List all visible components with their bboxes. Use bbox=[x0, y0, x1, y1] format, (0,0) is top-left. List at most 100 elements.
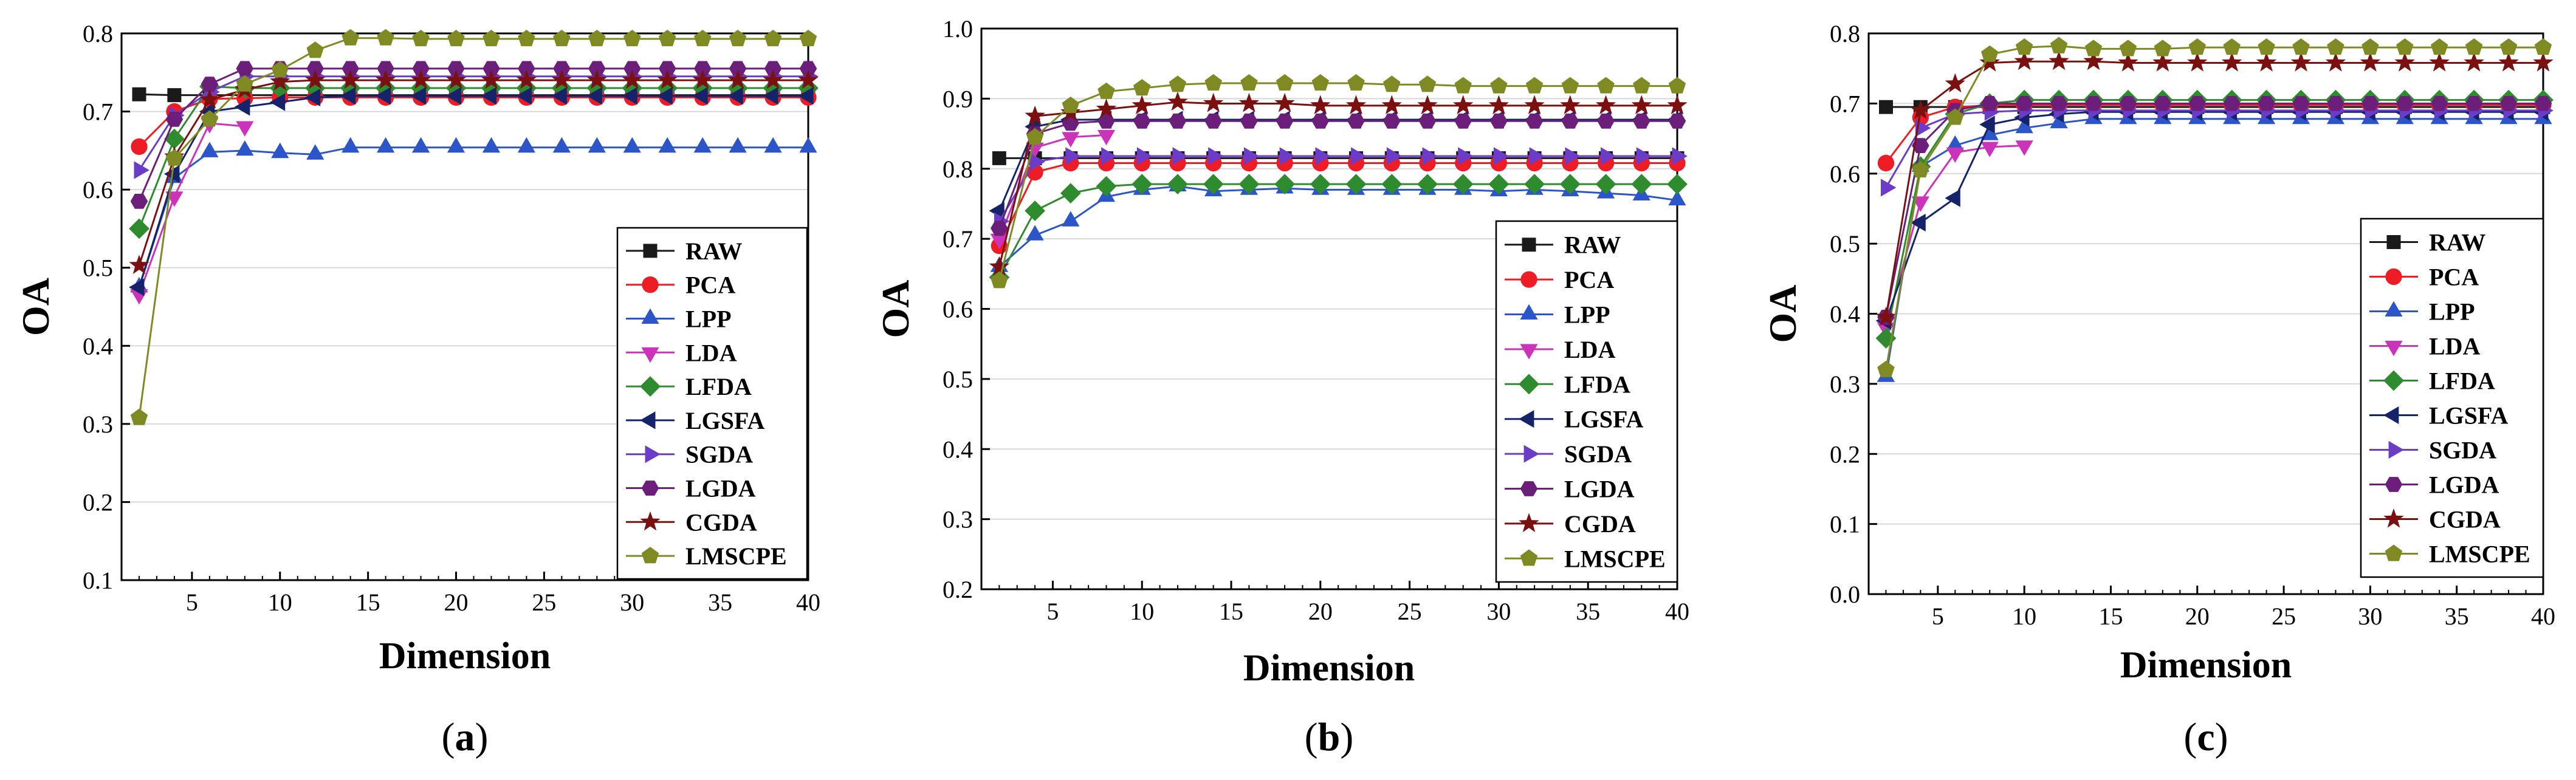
data-point-lgda bbox=[1311, 113, 1330, 129]
data-point-lgsfa bbox=[410, 87, 426, 105]
data-point-cgda bbox=[727, 69, 748, 89]
data-point-lfda bbox=[1060, 183, 1081, 204]
data-point-lgda bbox=[693, 61, 712, 77]
legend-label-lfda: LFDA bbox=[685, 373, 752, 400]
data-point-lmscpe bbox=[1418, 75, 1437, 92]
data-point-cgda bbox=[1310, 95, 1331, 115]
legend-label-lmscpe: LMSCPE bbox=[1564, 545, 1666, 572]
data-point-lgda bbox=[2396, 96, 2414, 111]
data-point-sgda bbox=[1172, 147, 1188, 165]
data-point-lmscpe bbox=[377, 29, 394, 46]
data-point-lgsfa bbox=[692, 87, 708, 105]
data-point-lda bbox=[1062, 132, 1080, 148]
y-tick-label: 0.1 bbox=[1830, 511, 1860, 538]
legend: RAW PCA LPP LDA LFDA LGSFA SGDA LGDA CGDA LMSCPE bbox=[1495, 220, 1678, 583]
x-tick-label: 15 bbox=[2098, 603, 2123, 630]
data-point-lgda bbox=[2154, 96, 2172, 111]
y-tick-label: 0.3 bbox=[1830, 371, 1860, 398]
data-point-lgda bbox=[1276, 113, 1294, 129]
data-point-lfda bbox=[1096, 176, 1117, 197]
legend-marker-lpp bbox=[1520, 304, 1538, 320]
legend: RAW PCA LPP LDA LFDA LGSFA SGDA LGDA CGDA LMSCPE bbox=[2360, 217, 2544, 578]
data-point-sgda bbox=[1065, 147, 1081, 165]
y-tick-label: 0.7 bbox=[83, 98, 113, 126]
data-point-lmscpe bbox=[412, 30, 430, 47]
data-point-lmscpe bbox=[2396, 38, 2414, 55]
x-tick-label: 5 bbox=[1932, 603, 1944, 630]
data-point-lgda bbox=[1668, 113, 1686, 129]
data-point-cgda bbox=[481, 69, 502, 89]
data-point-lmscpe bbox=[588, 30, 606, 47]
data-point-lpp bbox=[1062, 211, 1080, 227]
data-point-lgsfa bbox=[1945, 189, 1960, 207]
data-point-lgda bbox=[1418, 113, 1437, 129]
data-point-lpp bbox=[764, 137, 782, 153]
y-tick-label: 0.0 bbox=[1830, 581, 1860, 608]
y-axis-title: OA bbox=[14, 278, 57, 336]
data-point-lpp bbox=[552, 137, 571, 153]
data-point-lgsfa bbox=[129, 278, 145, 296]
data-point-cgda bbox=[1945, 73, 1965, 93]
data-point-lmscpe bbox=[1311, 74, 1329, 91]
legend-label-raw: RAW bbox=[1564, 231, 1621, 259]
legend-marker-raw bbox=[643, 244, 658, 258]
x-tick-label: 35 bbox=[1576, 598, 1600, 625]
data-point-lgda bbox=[764, 61, 782, 77]
data-point-lfda bbox=[1488, 174, 1510, 194]
data-point-lgsfa bbox=[989, 202, 1005, 220]
data-point-cgda bbox=[129, 255, 149, 275]
legend-label-raw: RAW bbox=[2429, 229, 2485, 256]
data-point-lfda bbox=[1559, 174, 1581, 194]
data-point-lmscpe bbox=[1525, 77, 1544, 94]
data-point-lpp bbox=[377, 137, 395, 153]
data-point-lgda bbox=[553, 61, 571, 77]
series-lgda bbox=[130, 61, 817, 209]
data-point-lgda bbox=[2430, 96, 2448, 111]
data-point-lgda bbox=[306, 61, 324, 77]
data-point-cgda bbox=[798, 69, 819, 89]
data-point-lfda bbox=[1524, 174, 1545, 194]
legend-label-lgda: LGDA bbox=[2429, 471, 2499, 499]
y-tick-label: 0.8 bbox=[83, 20, 113, 47]
data-point-sgda bbox=[134, 161, 149, 179]
legend-label-lgsfa: LGSFA bbox=[2429, 402, 2509, 429]
y-tick-label: 0.4 bbox=[943, 436, 973, 463]
data-point-lmscpe bbox=[1026, 128, 1044, 145]
data-point-cgda bbox=[692, 69, 713, 89]
data-point-lpp bbox=[271, 142, 289, 159]
legend-label-pca: PCA bbox=[1564, 266, 1614, 293]
series-lmscpe bbox=[991, 74, 1686, 289]
data-point-lfda bbox=[1274, 174, 1295, 194]
x-axis-title: Dimension bbox=[379, 635, 551, 677]
data-point-lgda bbox=[1490, 113, 1508, 129]
data-point-lgsfa bbox=[375, 87, 391, 105]
data-point-lgsfa bbox=[551, 87, 567, 105]
legend-marker-sgda bbox=[2388, 440, 2404, 459]
data-point-lgda bbox=[2119, 96, 2137, 111]
data-point-lmscpe bbox=[1240, 74, 1258, 91]
data-point-lfda bbox=[1167, 174, 1188, 194]
data-point-sgda bbox=[1494, 147, 1510, 165]
data-point-lgda bbox=[1980, 96, 1999, 111]
data-point-cgda bbox=[1631, 95, 1652, 115]
data-point-cgda bbox=[1667, 95, 1688, 115]
data-point-sgda bbox=[1315, 147, 1331, 165]
data-point-lgda bbox=[1597, 113, 1615, 129]
data-point-sgda bbox=[1243, 147, 1260, 165]
data-point-cgda bbox=[1524, 95, 1545, 115]
data-point-lmscpe bbox=[2499, 38, 2518, 55]
data-point-lmscpe bbox=[1668, 77, 1686, 94]
y-tick-label: 0.2 bbox=[943, 576, 973, 603]
legend-label-lmscpe: LMSCPE bbox=[2429, 541, 2530, 568]
data-point-lgda bbox=[130, 194, 148, 209]
data-point-sgda bbox=[1601, 147, 1616, 165]
series-line-lpp bbox=[998, 185, 1678, 268]
data-point-lmscpe bbox=[518, 30, 535, 47]
series-cgda bbox=[1875, 50, 2554, 326]
legend-marker-pca bbox=[1520, 271, 1537, 288]
data-point-lmscpe bbox=[1062, 97, 1079, 113]
data-point-lmscpe bbox=[1169, 75, 1187, 92]
data-point-cgda bbox=[1381, 95, 1402, 115]
data-point-lgda bbox=[236, 61, 254, 77]
data-point-lpp bbox=[1026, 225, 1044, 241]
